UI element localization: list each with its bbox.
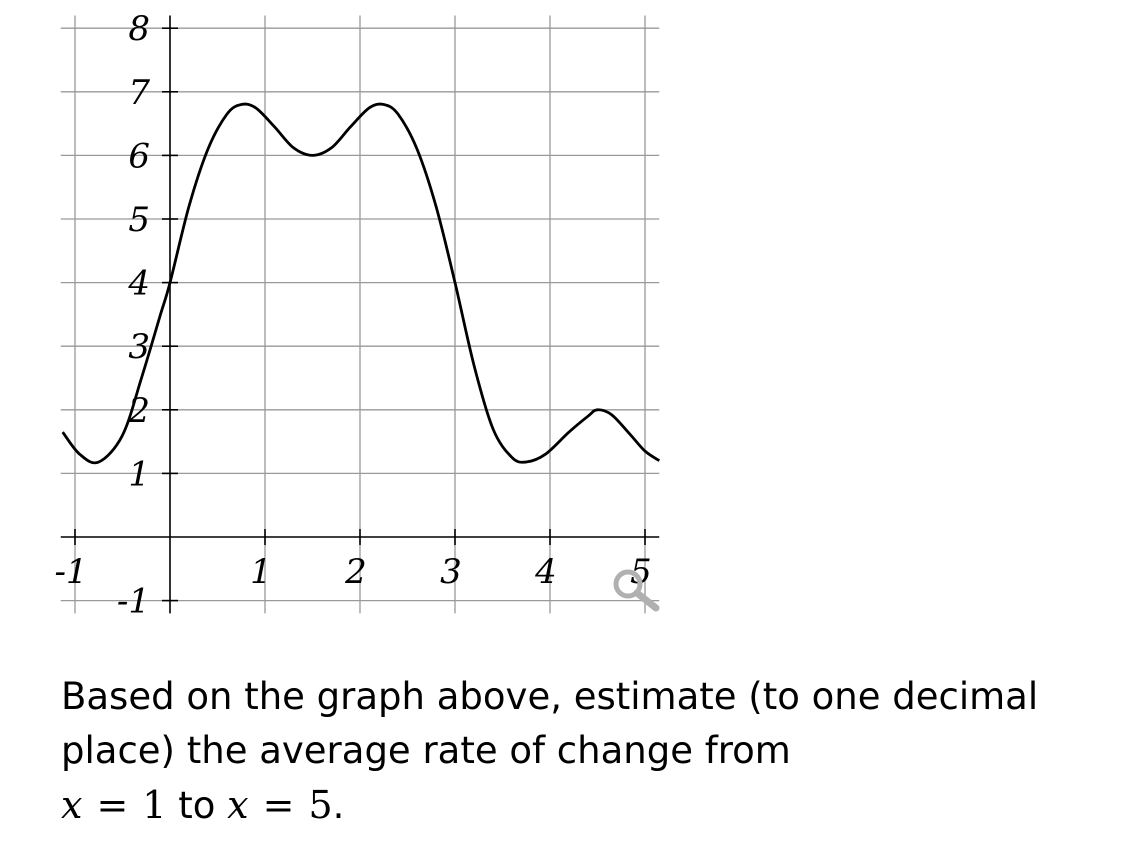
y-tick-label: 4 (127, 264, 150, 304)
x-tick-label: 1 (250, 552, 272, 592)
question-text: Based on the graph above, estimate (to o… (61, 670, 1061, 833)
math-period: . (332, 784, 345, 827)
x-tick-label: 5 (630, 552, 652, 592)
question-prompt: Based on the graph above, estimate (to o… (61, 675, 1039, 772)
function-graph: -1 1 2 3 4 5 -1 1 2 3 4 5 6 7 8 (0, 0, 700, 630)
y-tick-label: 3 (128, 327, 150, 367)
x-tick-label: 3 (440, 552, 462, 592)
math-expression-2: x = 5 (227, 783, 332, 827)
x-tick-label: 2 (344, 552, 367, 592)
y-tick-label: 7 (128, 73, 150, 113)
x-tick-label: 4 (534, 552, 557, 592)
magnifier-icon[interactable] (610, 566, 662, 614)
math-var-2: x (227, 783, 249, 827)
graph-canvas: -1 1 2 3 4 5 -1 1 2 3 4 5 6 7 8 (54, 9, 661, 622)
math-equals-1: = (96, 783, 129, 827)
y-tick-label: 6 (128, 136, 150, 176)
magnifier-glyph (613, 569, 660, 612)
math-value-1: 1 (142, 783, 167, 827)
y-tick-label: 8 (128, 9, 150, 49)
y-tick-label: 5 (128, 200, 150, 240)
math-value-2: 5 (308, 783, 333, 827)
x-tick-label: -1 (54, 552, 87, 592)
y-tick-label: 1 (128, 454, 150, 494)
math-expression: x = 1 (61, 783, 166, 827)
y-tick-label: 2 (127, 391, 150, 431)
math-connector: to (178, 784, 216, 827)
math-var-1: x (61, 783, 83, 827)
math-equals-2: = (262, 783, 295, 827)
y-tick-label: -1 (117, 582, 150, 622)
function-curve (61, 102, 661, 465)
